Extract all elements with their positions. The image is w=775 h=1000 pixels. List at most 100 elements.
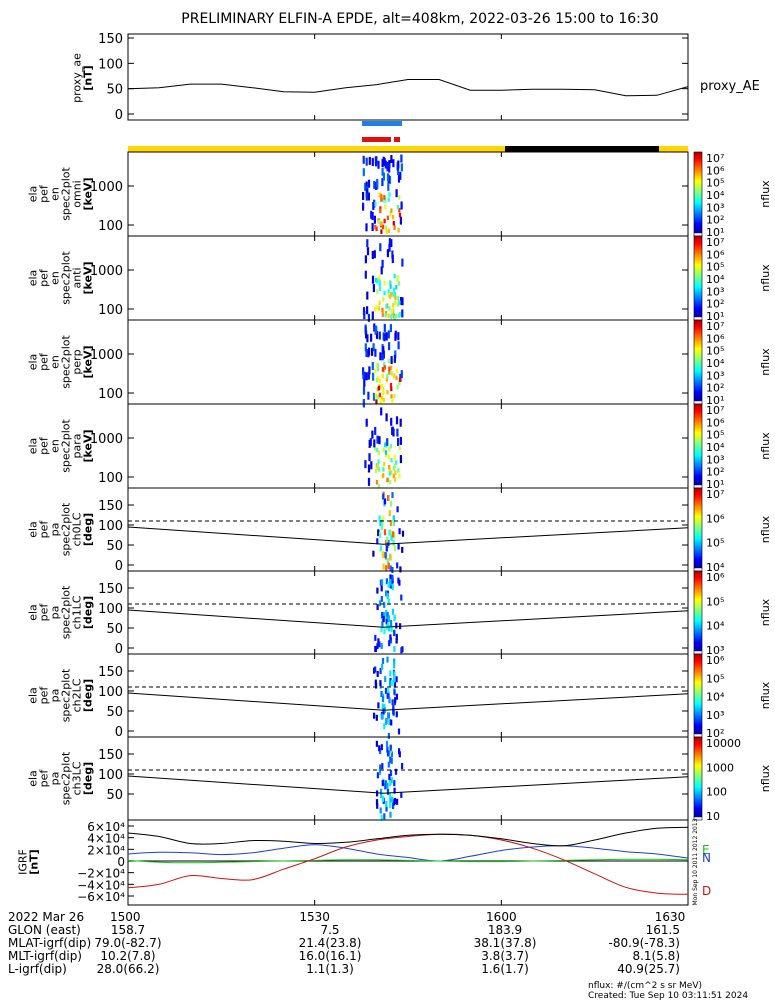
colorbar-cell [694,462,702,465]
pa-cell [381,551,384,558]
colorbar-cell [694,738,702,741]
colorbar-cell [694,388,702,391]
colorbar-cell [694,401,702,404]
colorbar-cell [694,775,702,778]
pa-cell [387,687,390,694]
y-tick-label: 4×10⁴ [87,832,125,846]
pa-cell [387,750,390,757]
spectrogram-cell [364,182,367,191]
spectrogram-cell [383,280,386,286]
colorbar-cell [694,335,702,338]
pa-cell [382,615,385,622]
colorbar-cell [694,521,702,524]
y-tick-label: 150 [98,748,123,763]
colorbar-cell [694,454,702,457]
pa-cell [392,519,395,526]
colorbar-cell [694,360,702,363]
spectrogram-cell [371,275,375,284]
spectrogram-cell [376,367,379,372]
pa-cell [381,703,384,710]
y-tick-label: 0 [117,855,125,869]
colorbar-cell [694,795,702,798]
colorbar-cell [694,602,702,605]
spectrogram-cell [389,383,393,388]
colorbar-cell [694,306,702,308]
colorbar-cell [694,539,702,542]
colorbar-cell [694,378,702,381]
colorbar-cell [694,649,702,652]
colorbar-cell [694,644,702,647]
pa-cell [401,546,404,553]
spectrogram-cell [382,467,385,472]
colorbar-cell [694,418,702,420]
colorbar-cell [694,583,702,586]
spectrogram-cell [373,250,376,259]
spectrogram-cell [363,311,366,320]
spectrogram-cell [388,467,391,473]
colorbar-cell [694,286,702,289]
colorbar-cell [694,320,702,322]
colorbar-tick-label: 10⁶ [706,164,725,177]
pa-cell [381,658,385,664]
colorbar-cell [694,698,702,701]
spectrogram-cell [386,373,389,378]
colorbar-cell [694,406,702,409]
spectrogram-cell [371,212,374,220]
spectrogram-ylabel-line: [keV] [82,177,95,210]
colorbar-cell [694,460,702,462]
igrf-N-line [127,844,689,862]
spectrogram-ylabel-line: en [49,187,62,201]
pa-cell [395,693,398,700]
colorbar-cell [694,658,702,661]
colorbar-cell [694,409,702,412]
spectrogram-cell [397,167,400,175]
pa-cell [393,646,396,653]
pa-cell [396,506,399,513]
spectrogram-ylabel-line: spec2plot [60,251,73,305]
colorbar-cell [694,384,702,387]
colorbar-cell [694,591,702,594]
spectrogram-cell [367,464,371,473]
pa-cell [374,646,377,653]
footer-cell: 21.4(23.8) [299,936,362,950]
colorbar-cell [694,630,702,633]
colorbar-cell [694,576,702,579]
colorbar-cell [694,233,702,236]
y-tick-label: 1000 [90,180,123,195]
colorbar-cell [694,280,702,283]
colorbar-cell [694,352,702,355]
colorbar-cell [694,598,702,601]
spectrogram-cell [396,275,399,280]
pa-cell [382,563,385,570]
colorbar-cell [694,307,702,310]
pa-cell [396,562,399,569]
spectrogram-cell [373,180,376,189]
spectrogram-cell [388,370,391,375]
spectrogram-cell [364,270,367,279]
pa-ylabel-line: ch1LC [71,595,84,629]
colorbar-cell [694,810,702,813]
colorbar-cell [694,671,702,674]
spectrogram-cell [395,189,398,198]
colorbar-cell [694,370,702,373]
spectrogram-cell [381,178,384,187]
spectrogram-panel: 1000100elapefenspec2plotperp[keV]10⁷10⁶1… [27,319,772,408]
colorbar-cell [694,759,702,762]
spectrogram-cell [362,202,365,211]
colorbar-cell [694,163,702,166]
spectrogram-cell [386,390,389,395]
pa-frame [127,653,689,738]
pa-cell [385,539,388,546]
pa-cell [393,671,396,678]
colorbar-cell [694,231,702,234]
pa-cell [383,628,386,635]
spectrogram-cell [390,208,393,213]
colorbar-cell [694,185,702,188]
spectrogram-cell [389,211,392,216]
colorbar-tick-label: 10⁵ [706,261,724,274]
spectrogram-cell [367,391,370,400]
pa-cell [389,634,392,641]
spectrogram-cell [377,467,381,472]
colorbar-cell [694,446,702,448]
